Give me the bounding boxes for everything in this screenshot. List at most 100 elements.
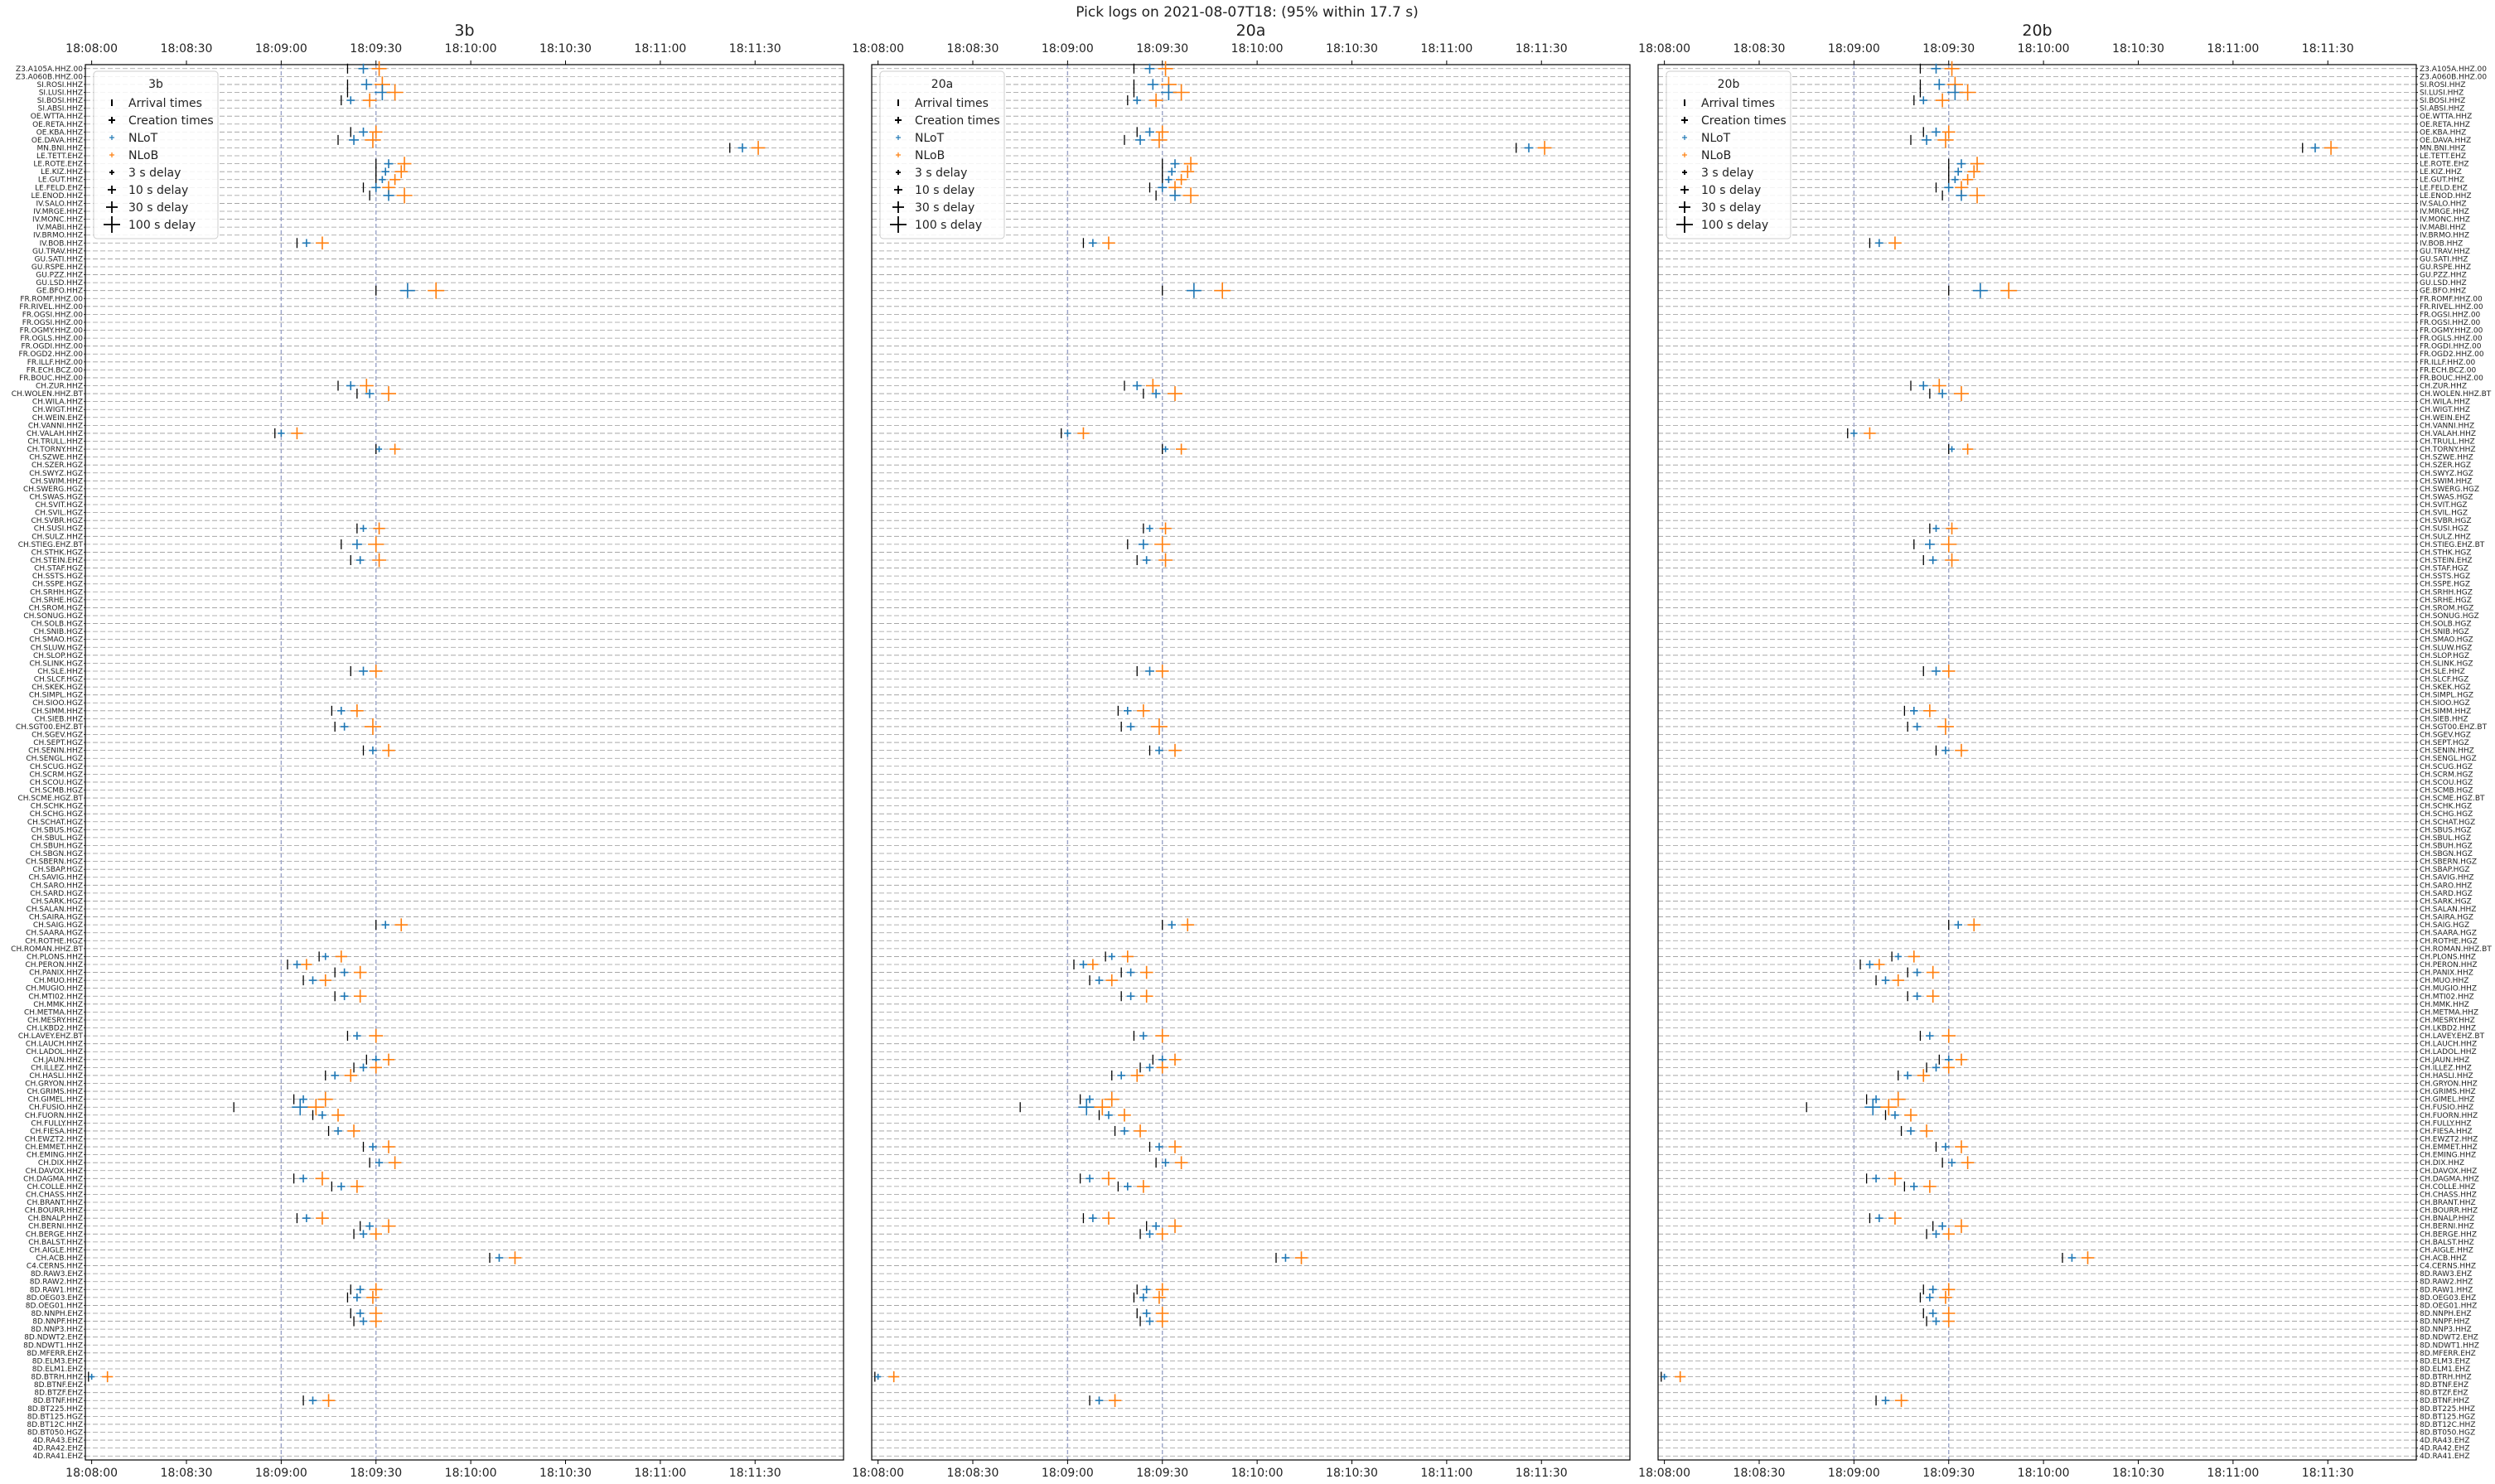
legend-entry: 10 s delay [915,184,974,197]
station-label: CH.SALAN.HHZ [27,906,83,914]
station-label: OE.WTTA.HHZ [2420,113,2472,121]
station-label: CH.ROMAN.HHZ.BT [11,945,83,954]
station-label: CH.FUORN.HHZ [25,1112,83,1120]
station-label: CH.BALST.HHZ [28,1239,83,1247]
station-label: CH.SIOO.HGZ [32,699,83,708]
station-label: CH.STIEG.EHZ.BT [2420,541,2485,549]
legend-entry: 3 s delay [128,167,181,180]
station-label: LE.ROTE.EHZ [2420,161,2469,169]
station-label: CH.SZER.HGZ [2420,462,2471,470]
picks [874,60,1552,1408]
station-label: CH.MMK.HHZ [2420,1001,2469,1009]
xtick-label-bottom: 18:10:30 [2112,1467,2164,1480]
xtick-label-top: 18:09:00 [1042,42,1094,56]
axes-frame [871,64,1631,1461]
station-label: 8D.BT12C.HHZ [2420,1421,2476,1429]
station-label: CH.SGEV.HGZ [2420,732,2471,740]
station-label: CH.SWERG.HGZ [2420,486,2479,494]
station-label: CH.FULLY.HHZ [31,1119,83,1128]
station-label: CH.WEIN.EHZ [2420,414,2470,423]
legend-entry: Creation times [1701,114,1787,128]
xtick-label-top: 18:08:00 [852,42,904,56]
legend-title: 20a [931,78,953,91]
station-label: CH.FIESA.HHZ [2420,1128,2473,1136]
station-label: CH.SVIL.HGZ [35,510,83,518]
station-label: CH.PLONS.HHZ [2420,953,2476,961]
station-label: CH.SCHK.HGZ [2420,803,2472,811]
station-label: CH.SWIM.HHZ [2420,477,2472,486]
station-label: FR.OGSI.HHZ.00 [2420,311,2481,319]
station-label: FR.ECH.BCZ.00 [27,366,83,375]
station-label: CH.SSTS.HGZ [2420,573,2470,581]
station-label: CH.GIMEL.HHZ [28,1096,83,1105]
station-label: CH.SIMPL.HGZ [2420,692,2473,700]
station-label: CH.DIX.HHZ [38,1159,83,1167]
station-label: CH.VANNI.HHZ [28,422,83,430]
station-label: 4D.RA42.EHZ [33,1445,84,1453]
station-label: CH.SARK.HGZ [31,897,83,906]
station-label: 8D.NNPH.EHZ [2420,1310,2472,1318]
station-label: LE.FELD.EHZ [2420,184,2468,192]
xtick-label-bottom: 18:11:30 [2302,1467,2354,1480]
station-label: CH.SARO.HHZ [31,882,83,890]
legend-entry: 100 s delay [128,219,196,232]
xtick-label-bottom: 18:10:00 [445,1467,497,1480]
station-label: CH.SMAO.HGZ [29,636,83,645]
panel-title: 20a [1236,22,1266,40]
station-label: GU.RSPE.HHZ [31,263,83,272]
station-label: CH.SENGL.HGZ [26,755,83,763]
station-label: FR.BOUC.HHZ.00 [2420,375,2483,383]
station-label: IV.MRGE.HHZ [2420,208,2469,216]
legend-entry: Arrival times [128,97,202,110]
station-label: CH.SWAS.HGZ [2420,493,2473,501]
legend-entry: NLoB [128,149,158,162]
station-label: CH.LAVEY.EHZ.BT [18,1032,84,1041]
station-label: CH.BOURR.HHZ [25,1207,83,1216]
station-label: CH.SIOO.HGZ [2420,699,2470,708]
station-label: CH.SLE.HHZ [2420,668,2465,676]
station-label: CH.SRHE.HGZ [2420,597,2472,605]
station-label: FR.OGDI.HHZ.00 [2420,343,2482,351]
xtick-label-top: 18:11:30 [1516,42,1568,56]
legend-entry: 10 s delay [128,184,188,197]
station-label: IV.BRMO.HHZ [2420,232,2469,240]
station-label: CH.SCRM.HGZ [2420,771,2473,779]
station-label: IV.MRGE.HHZ [33,208,83,216]
station-label: CH.COLLE.HHZ [2420,1183,2475,1192]
xtick-label-top: 18:11:00 [634,42,686,56]
station-label: GU.TRAV.HHZ [32,248,83,256]
xtick-label-bottom: 18:10:00 [1231,1467,1284,1480]
station-label: FR.RIVEL.HHZ.00 [19,303,83,312]
station-label: CH.SAIG.HGZ [2420,921,2469,930]
station-label: CH.SBUS.HGZ [31,826,83,834]
legend: 20b Arrival times Creation times NLoT NLoB 3 … [1666,70,1791,239]
station-label: CH.SWYZ.HGZ [2420,470,2473,478]
station-label: CH.EMING.HHZ [2420,1152,2476,1160]
station-label: CH.STAF.HGZ [34,565,83,573]
station-label: 8D.ELM3.EHZ [2420,1357,2470,1366]
legend-entry: Creation times [915,114,1000,128]
station-lines [1658,68,2416,1457]
station-label: CH.WOLEN.HHZ.BT [12,390,84,399]
station-label: 8D.ELM3.EHZ [32,1357,83,1366]
station-label: CH.LKBD2.HHZ [2420,1025,2476,1033]
station-label: 8D.NNPH.EHZ [31,1310,84,1318]
station-label: CH.SBERN.HGZ [26,858,83,867]
station-label: C4.CERNS.HHZ [27,1263,83,1271]
station-label: CH.SONUG.HGZ [23,612,83,621]
station-label: CH.ZUR.HHZ [2420,383,2467,391]
legend-box [93,70,219,239]
station-label: CH.SIEB.HHZ [34,715,83,723]
station-label: CH.SAIRA.HGZ [2420,914,2473,922]
legend: 20a Arrival times Creation times NLoT NLoB 3 … [879,70,1005,239]
station-label: CH.ROTHE.HGZ [2420,937,2478,945]
station-label: OE.DAVA.HHZ [31,137,83,145]
panels: 3b 18:08:00 18:08:00 18:08:30 18:08:30 18:09:… [11,22,2492,1480]
station-label: CH.SAARA.HGZ [26,930,83,938]
station-label: OE.DAVA.HHZ [2420,137,2471,145]
station-label: SI.ABSI.HHZ [2420,105,2464,114]
station-label: CH.SVIT.HGZ [2420,501,2467,510]
station-label: FR.OGSI.HHZ.00 [2420,319,2481,327]
station-label: 4D.RA42.EHZ [2420,1445,2470,1453]
